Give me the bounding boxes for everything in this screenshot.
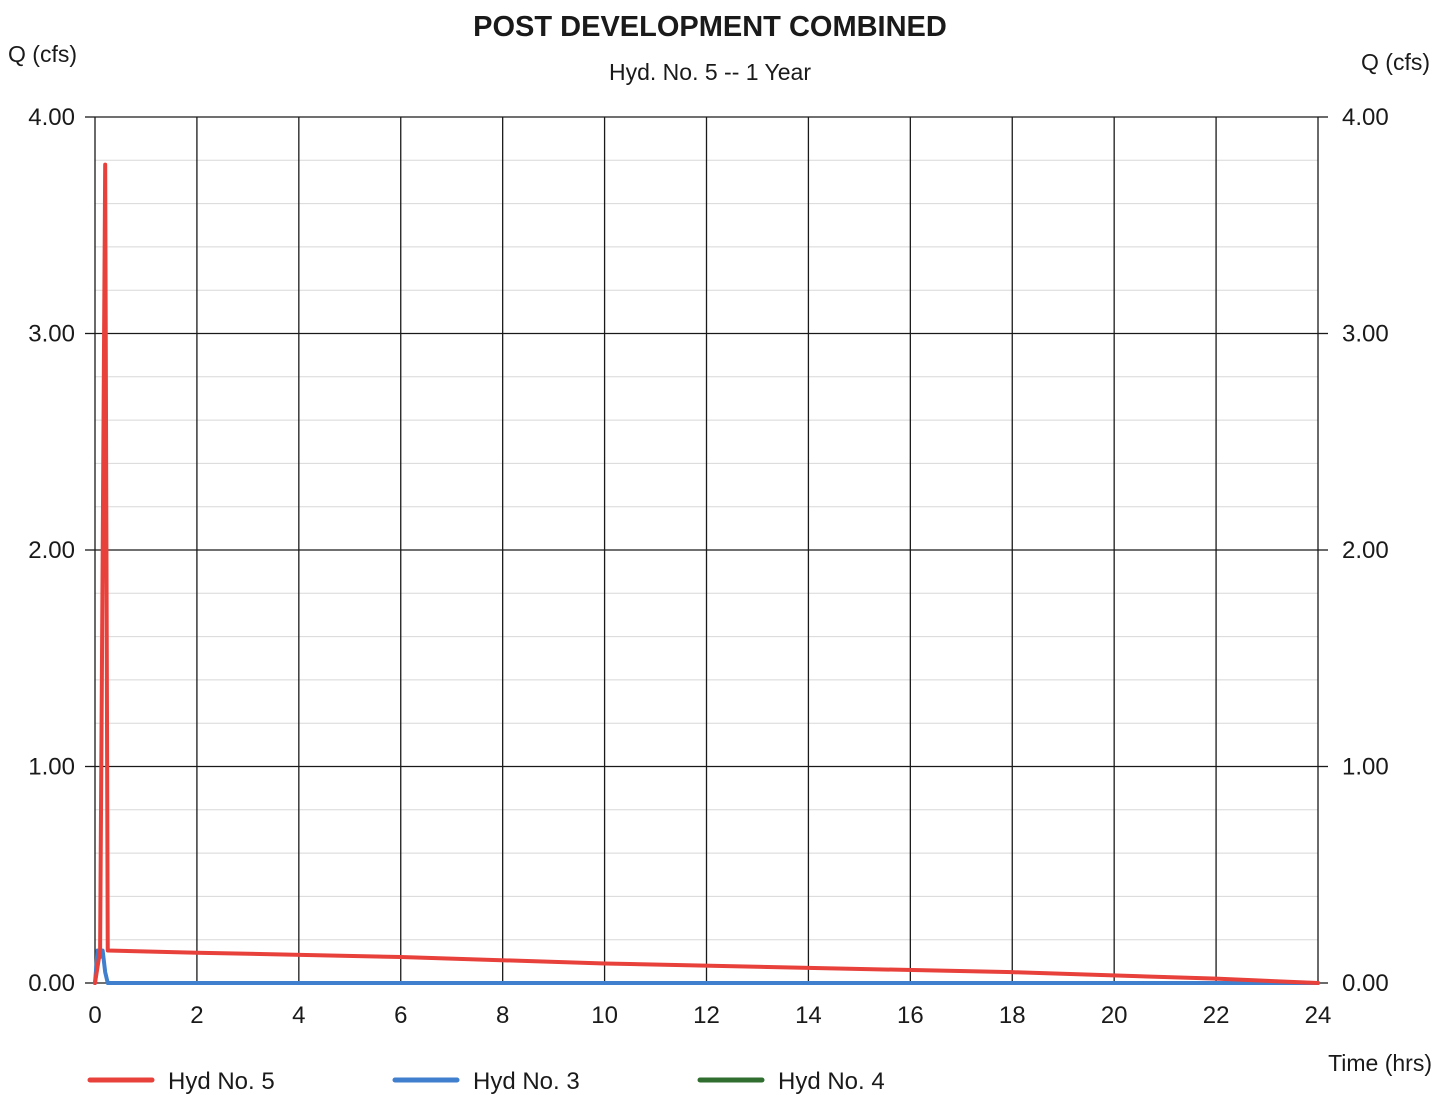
- chart-title: POST DEVELOPMENT COMBINED: [473, 11, 947, 43]
- x-tick-label: 18: [999, 1002, 1026, 1029]
- y-tick-label-right: 3.00: [1342, 321, 1389, 348]
- y-tick-label-right: 1.00: [1342, 754, 1389, 781]
- x-tick-label: 8: [496, 1002, 509, 1029]
- x-tick-label: 14: [795, 1002, 822, 1029]
- y-tick-label-right: 0.00: [1342, 970, 1389, 997]
- y-tick-label-left: 0.00: [28, 970, 75, 997]
- series-line-hyd-no-5: [93, 162, 1320, 985]
- x-tick-label: 10: [591, 1002, 618, 1029]
- y-tick-label-left: 3.00: [28, 321, 75, 348]
- x-tick-label: 16: [897, 1002, 924, 1029]
- series-layer: [93, 162, 1320, 985]
- x-axis-label: Time (hrs): [1328, 1050, 1432, 1076]
- y-axis-left-label: Q (cfs): [8, 41, 77, 67]
- legend-label: Hyd No. 4: [778, 1068, 885, 1095]
- y-tick-label-left: 1.00: [28, 754, 75, 781]
- legend-label: Hyd No. 5: [168, 1068, 275, 1095]
- x-tick-label: 2: [190, 1002, 203, 1029]
- chart-subtitle: Hyd. No. 5 -- 1 Year: [609, 59, 811, 85]
- x-tick-label: 22: [1203, 1002, 1230, 1029]
- major-gridlines: [94, 116, 1319, 984]
- y-tick-label-left: 4.00: [28, 104, 75, 131]
- x-tick-label: 4: [292, 1002, 305, 1029]
- x-tick-label: 6: [394, 1002, 407, 1029]
- legend-label: Hyd No. 3: [473, 1068, 580, 1095]
- x-tick-label: 12: [693, 1002, 720, 1029]
- y-axis-right-label: Q (cfs): [1361, 49, 1430, 75]
- y-tick-label-right: 4.00: [1342, 104, 1389, 131]
- tick-labels: 0 2 4 6 8 10 12 14 16 18 20 22 240.00 0.001.00 1.002.0…: [28, 104, 1388, 1029]
- legend: Hyd No. 5 Hyd No. 3 Hyd No. 4: [87, 1068, 885, 1095]
- x-tick-label: 0: [88, 1002, 101, 1029]
- x-tick-label: 24: [1305, 1002, 1332, 1029]
- y-tick-label-right: 2.00: [1342, 537, 1389, 564]
- x-tick-label: 20: [1101, 1002, 1128, 1029]
- y-tick-label-left: 2.00: [28, 537, 75, 564]
